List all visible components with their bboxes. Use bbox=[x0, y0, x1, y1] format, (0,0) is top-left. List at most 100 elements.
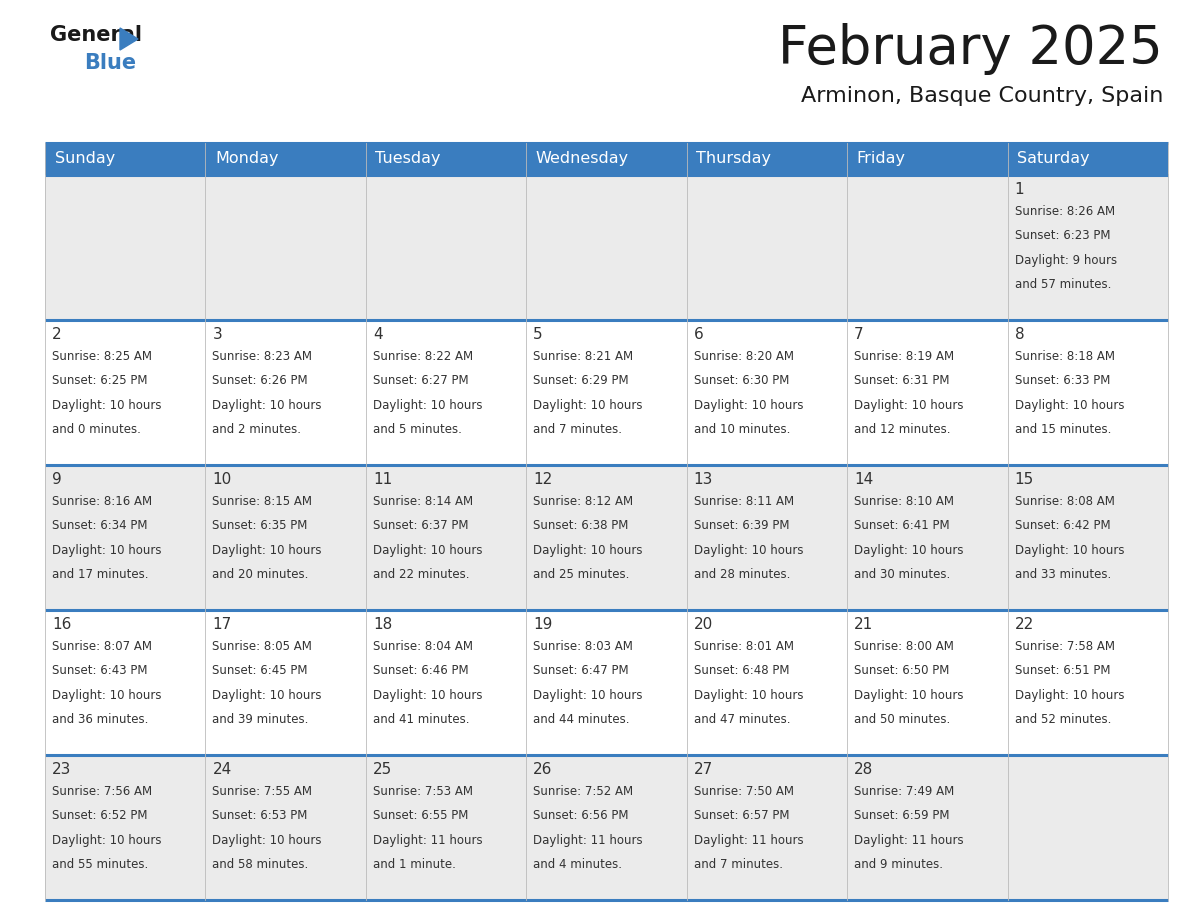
Text: 12: 12 bbox=[533, 472, 552, 487]
Bar bbox=[526, 320, 687, 465]
Text: Sunset: 6:48 PM: Sunset: 6:48 PM bbox=[694, 665, 789, 677]
Text: Sunset: 6:27 PM: Sunset: 6:27 PM bbox=[373, 375, 468, 387]
Bar bbox=[366, 610, 526, 755]
Bar bbox=[45, 465, 206, 610]
Bar bbox=[1007, 175, 1168, 320]
Text: Saturday: Saturday bbox=[1017, 151, 1089, 166]
Text: 3: 3 bbox=[213, 327, 222, 342]
Text: 9: 9 bbox=[52, 472, 62, 487]
Text: Sunset: 6:59 PM: Sunset: 6:59 PM bbox=[854, 810, 949, 823]
Bar bbox=[526, 610, 687, 755]
Bar bbox=[526, 755, 687, 900]
Bar bbox=[206, 320, 366, 465]
Text: Daylight: 10 hours: Daylight: 10 hours bbox=[373, 398, 482, 411]
Text: Sunset: 6:43 PM: Sunset: 6:43 PM bbox=[52, 665, 147, 677]
Text: Daylight: 10 hours: Daylight: 10 hours bbox=[533, 398, 643, 411]
Text: 23: 23 bbox=[52, 762, 71, 777]
Text: Sunset: 6:37 PM: Sunset: 6:37 PM bbox=[373, 520, 468, 532]
Bar bbox=[45, 320, 206, 465]
Text: Sunset: 6:38 PM: Sunset: 6:38 PM bbox=[533, 520, 628, 532]
Bar bbox=[1007, 755, 1168, 900]
Text: 10: 10 bbox=[213, 472, 232, 487]
Text: and 39 minutes.: and 39 minutes. bbox=[213, 713, 309, 726]
Text: Sunset: 6:39 PM: Sunset: 6:39 PM bbox=[694, 520, 789, 532]
Text: Blue: Blue bbox=[84, 53, 137, 73]
Bar bbox=[847, 755, 1007, 900]
Text: Daylight: 10 hours: Daylight: 10 hours bbox=[52, 398, 162, 411]
Text: 28: 28 bbox=[854, 762, 873, 777]
Text: Sunrise: 8:15 AM: Sunrise: 8:15 AM bbox=[213, 495, 312, 508]
Text: Daylight: 10 hours: Daylight: 10 hours bbox=[373, 543, 482, 556]
Text: 4: 4 bbox=[373, 327, 383, 342]
Text: Sunrise: 8:19 AM: Sunrise: 8:19 AM bbox=[854, 350, 954, 363]
Text: Sunset: 6:52 PM: Sunset: 6:52 PM bbox=[52, 810, 147, 823]
Text: Sunrise: 8:20 AM: Sunrise: 8:20 AM bbox=[694, 350, 794, 363]
Text: Sunrise: 7:50 AM: Sunrise: 7:50 AM bbox=[694, 785, 794, 798]
Text: Daylight: 11 hours: Daylight: 11 hours bbox=[854, 834, 963, 846]
Polygon shape bbox=[120, 28, 138, 50]
Text: Sunrise: 8:23 AM: Sunrise: 8:23 AM bbox=[213, 350, 312, 363]
Text: Daylight: 10 hours: Daylight: 10 hours bbox=[52, 543, 162, 556]
Text: Daylight: 10 hours: Daylight: 10 hours bbox=[854, 398, 963, 411]
Text: and 52 minutes.: and 52 minutes. bbox=[1015, 713, 1111, 726]
Text: 7: 7 bbox=[854, 327, 864, 342]
Text: and 25 minutes.: and 25 minutes. bbox=[533, 568, 630, 581]
Text: 11: 11 bbox=[373, 472, 392, 487]
Text: Wednesday: Wednesday bbox=[536, 151, 628, 166]
Text: and 12 minutes.: and 12 minutes. bbox=[854, 423, 950, 436]
Bar bbox=[847, 320, 1007, 465]
Text: 15: 15 bbox=[1015, 472, 1034, 487]
Text: and 36 minutes.: and 36 minutes. bbox=[52, 713, 148, 726]
Text: Daylight: 10 hours: Daylight: 10 hours bbox=[213, 543, 322, 556]
Text: 17: 17 bbox=[213, 617, 232, 632]
Text: Daylight: 11 hours: Daylight: 11 hours bbox=[533, 834, 643, 846]
Text: Sunrise: 8:25 AM: Sunrise: 8:25 AM bbox=[52, 350, 152, 363]
Text: Monday: Monday bbox=[215, 151, 278, 166]
Text: Daylight: 10 hours: Daylight: 10 hours bbox=[854, 688, 963, 701]
Text: Sunrise: 8:26 AM: Sunrise: 8:26 AM bbox=[1015, 205, 1114, 218]
Text: Sunrise: 7:56 AM: Sunrise: 7:56 AM bbox=[52, 785, 152, 798]
Text: Sunset: 6:50 PM: Sunset: 6:50 PM bbox=[854, 665, 949, 677]
Text: and 47 minutes.: and 47 minutes. bbox=[694, 713, 790, 726]
Bar bbox=[45, 755, 206, 900]
Text: 27: 27 bbox=[694, 762, 713, 777]
Text: Daylight: 10 hours: Daylight: 10 hours bbox=[1015, 398, 1124, 411]
Text: Friday: Friday bbox=[857, 151, 905, 166]
Text: Sunset: 6:56 PM: Sunset: 6:56 PM bbox=[533, 810, 628, 823]
Text: Sunday: Sunday bbox=[55, 151, 115, 166]
Text: Sunrise: 8:21 AM: Sunrise: 8:21 AM bbox=[533, 350, 633, 363]
Text: Sunrise: 8:18 AM: Sunrise: 8:18 AM bbox=[1015, 350, 1114, 363]
Text: Sunset: 6:53 PM: Sunset: 6:53 PM bbox=[213, 810, 308, 823]
Text: Sunset: 6:42 PM: Sunset: 6:42 PM bbox=[1015, 520, 1111, 532]
Text: 1: 1 bbox=[1015, 182, 1024, 197]
Text: Daylight: 10 hours: Daylight: 10 hours bbox=[1015, 543, 1124, 556]
Text: 26: 26 bbox=[533, 762, 552, 777]
Text: Daylight: 10 hours: Daylight: 10 hours bbox=[52, 688, 162, 701]
Text: 19: 19 bbox=[533, 617, 552, 632]
Text: Sunrise: 7:53 AM: Sunrise: 7:53 AM bbox=[373, 785, 473, 798]
Text: February 2025: February 2025 bbox=[778, 23, 1163, 75]
Text: Daylight: 11 hours: Daylight: 11 hours bbox=[694, 834, 803, 846]
Text: Sunrise: 8:12 AM: Sunrise: 8:12 AM bbox=[533, 495, 633, 508]
Text: and 33 minutes.: and 33 minutes. bbox=[1015, 568, 1111, 581]
Bar bbox=[847, 175, 1007, 320]
Bar bbox=[687, 175, 847, 320]
Text: Sunrise: 8:11 AM: Sunrise: 8:11 AM bbox=[694, 495, 794, 508]
Bar bbox=[366, 755, 526, 900]
Text: Sunrise: 8:16 AM: Sunrise: 8:16 AM bbox=[52, 495, 152, 508]
Text: and 5 minutes.: and 5 minutes. bbox=[373, 423, 462, 436]
Text: Sunset: 6:26 PM: Sunset: 6:26 PM bbox=[213, 375, 308, 387]
Text: Sunrise: 8:04 AM: Sunrise: 8:04 AM bbox=[373, 640, 473, 653]
Text: 6: 6 bbox=[694, 327, 703, 342]
Text: Sunrise: 8:05 AM: Sunrise: 8:05 AM bbox=[213, 640, 312, 653]
Bar bbox=[206, 465, 366, 610]
Text: and 28 minutes.: and 28 minutes. bbox=[694, 568, 790, 581]
Text: 2: 2 bbox=[52, 327, 62, 342]
Text: Sunrise: 7:58 AM: Sunrise: 7:58 AM bbox=[1015, 640, 1114, 653]
Text: 13: 13 bbox=[694, 472, 713, 487]
Text: Sunset: 6:57 PM: Sunset: 6:57 PM bbox=[694, 810, 789, 823]
Text: and 30 minutes.: and 30 minutes. bbox=[854, 568, 950, 581]
Bar bbox=[206, 610, 366, 755]
Text: Daylight: 10 hours: Daylight: 10 hours bbox=[213, 688, 322, 701]
Text: Sunset: 6:35 PM: Sunset: 6:35 PM bbox=[213, 520, 308, 532]
